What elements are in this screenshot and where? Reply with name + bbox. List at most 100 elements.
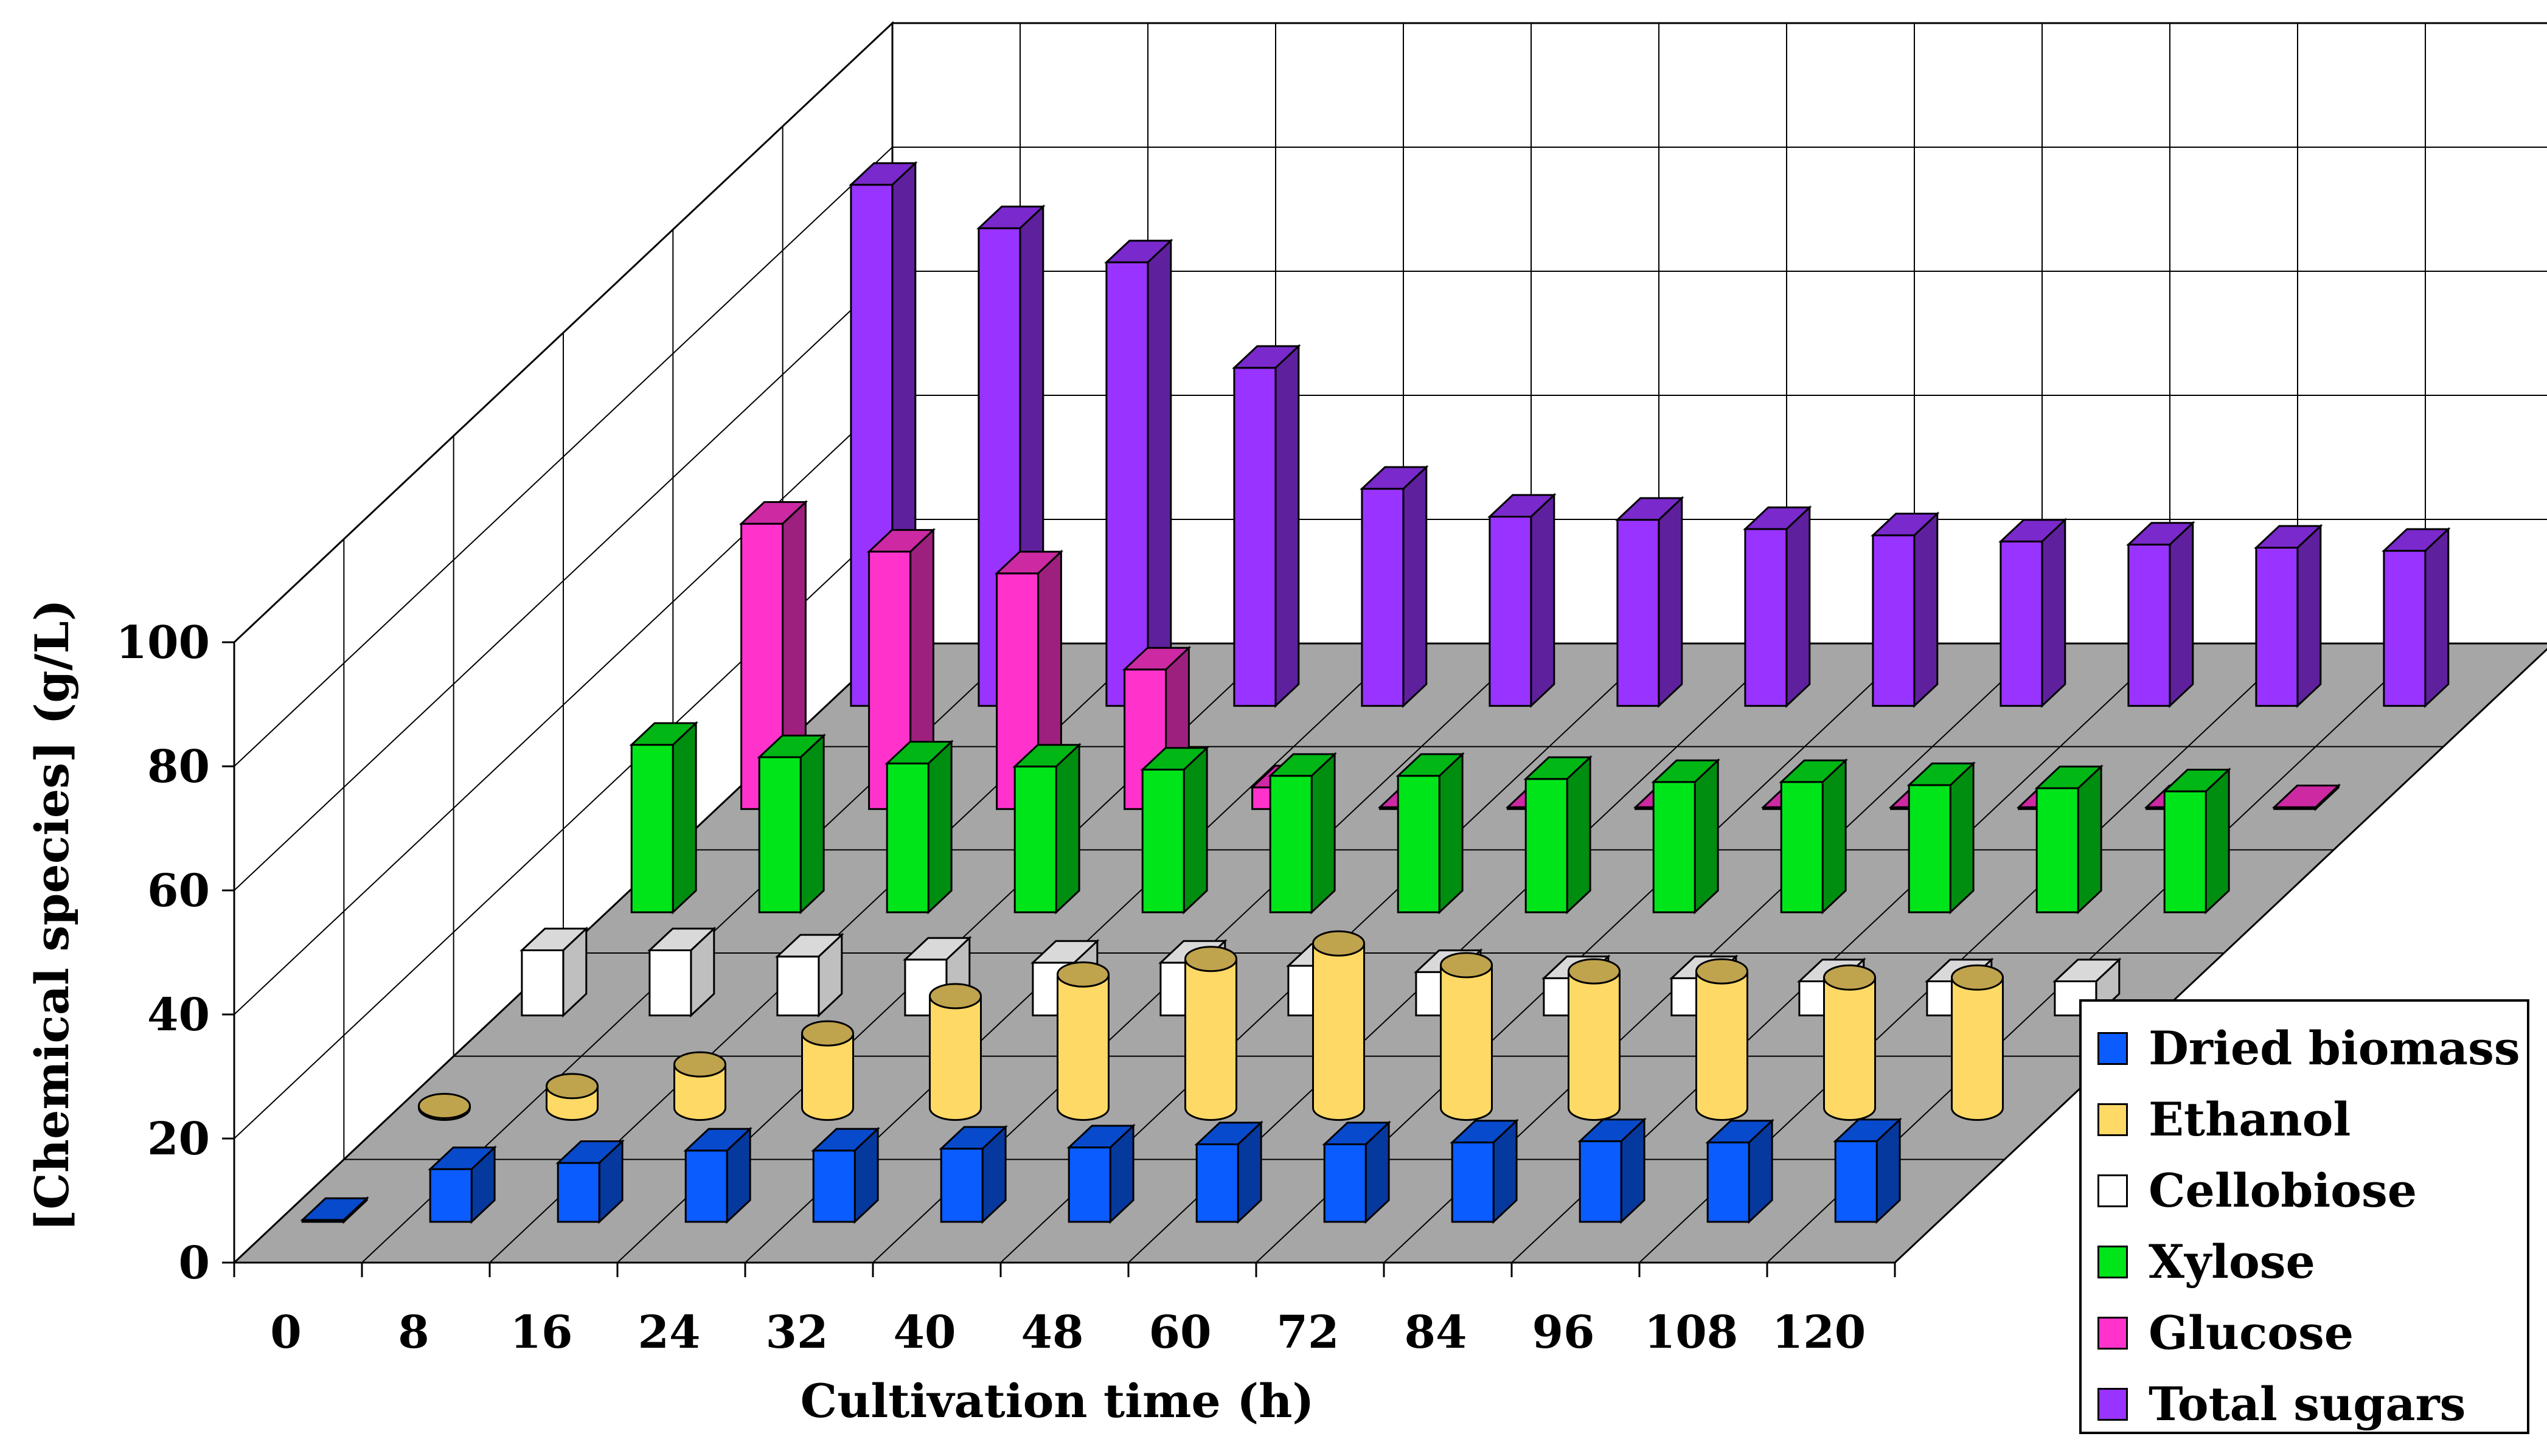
bar-xylose-84 bbox=[1779, 758, 1848, 915]
bar-dried-biomass-0 bbox=[300, 1196, 369, 1224]
bar-top bbox=[1140, 747, 1209, 771]
bar-front bbox=[630, 744, 674, 913]
y-tick-label: 100 bbox=[116, 617, 210, 669]
bar-front bbox=[557, 1162, 600, 1223]
bar-top bbox=[1360, 466, 1429, 490]
bar-cellobiose-8 bbox=[647, 926, 717, 1018]
bar-top bbox=[757, 734, 826, 758]
bar-front bbox=[812, 1149, 856, 1223]
bar-side bbox=[2077, 764, 2102, 915]
bar-ethanol-120 bbox=[1951, 964, 2004, 1121]
bar-ethanol-48 bbox=[1184, 946, 1237, 1121]
bar-top bbox=[849, 162, 918, 186]
bar-front bbox=[1105, 261, 1149, 707]
bar-front bbox=[684, 1149, 728, 1223]
bar-xylose-48 bbox=[1395, 752, 1465, 915]
bar-top bbox=[1779, 759, 1848, 783]
legend-item-dried-biomass: Dried biomass bbox=[2097, 1013, 2527, 1084]
bar-front bbox=[886, 762, 929, 913]
bar-top bbox=[1615, 497, 1684, 521]
bar-top bbox=[428, 1146, 497, 1170]
x-tick-label: 0 bbox=[270, 1306, 302, 1359]
bar-ethanol-40 bbox=[1057, 961, 1110, 1121]
x-tick-label: 108 bbox=[1644, 1306, 1738, 1359]
bar-side bbox=[1147, 238, 1172, 709]
bar-top bbox=[673, 1051, 726, 1078]
bar-top bbox=[2052, 959, 2122, 982]
bar-side bbox=[1568, 970, 1621, 1121]
bar-top bbox=[939, 1126, 1008, 1150]
bar-top bbox=[1194, 1121, 1263, 1145]
x-tick-label: 40 bbox=[894, 1306, 956, 1359]
legend-item-total-sugars: Total sugars bbox=[2097, 1368, 2527, 1440]
bar-dried-biomass-24 bbox=[683, 1126, 752, 1224]
bar-top bbox=[1232, 345, 1301, 369]
bar-front bbox=[1908, 784, 1951, 913]
bar-total-sugars-72 bbox=[1871, 511, 1940, 709]
bar-front bbox=[1269, 775, 1313, 913]
legend-item-glucose: Glucose bbox=[2097, 1297, 2527, 1368]
bar-front bbox=[1233, 367, 1277, 707]
x-axis-label: Cultivation time (h) bbox=[801, 1374, 1315, 1428]
bar-side bbox=[927, 740, 953, 915]
legend-item-cellobiose: Cellobiose bbox=[2097, 1155, 2527, 1226]
bar-side bbox=[1530, 493, 1555, 709]
bar-top bbox=[775, 934, 844, 958]
chart-bars bbox=[300, 161, 2451, 1224]
bar-front bbox=[2383, 550, 2427, 707]
bar-top bbox=[801, 1020, 854, 1047]
bar-total-sugars-16 bbox=[1104, 238, 1173, 709]
x-tick-label: 48 bbox=[1021, 1306, 1084, 1359]
bar-front bbox=[1872, 534, 1916, 707]
bar-top bbox=[1705, 1120, 1774, 1143]
legend-item-ethanol: Ethanol bbox=[2097, 1084, 2527, 1155]
bar-front bbox=[1616, 519, 1660, 707]
bar-ethanol-0 bbox=[418, 1092, 471, 1121]
bar-dried-biomass-108 bbox=[1705, 1118, 1774, 1224]
bar-dried-biomass-32 bbox=[811, 1126, 880, 1224]
bar-top bbox=[1057, 961, 1110, 988]
bar-ethanol-16 bbox=[673, 1051, 726, 1121]
bar-top bbox=[2254, 525, 2323, 549]
bar-side bbox=[1695, 970, 1748, 1121]
x-tick-label: 120 bbox=[1772, 1306, 1866, 1359]
bar-side bbox=[673, 1063, 726, 1121]
bar-dried-biomass-120 bbox=[1833, 1117, 1902, 1224]
x-tick-label: 72 bbox=[1277, 1306, 1340, 1359]
legend-label: Ethanol bbox=[2149, 1092, 2351, 1146]
bar-top bbox=[555, 1140, 625, 1164]
bar-top bbox=[300, 1197, 369, 1221]
bar-front bbox=[2035, 787, 2079, 913]
bar-front bbox=[521, 949, 565, 1017]
bar-top bbox=[738, 501, 808, 525]
bar-side bbox=[1183, 746, 1208, 915]
bar-xylose-16 bbox=[884, 740, 954, 915]
bar-total-sugars-32 bbox=[1360, 465, 1429, 709]
bar-top bbox=[1322, 1121, 1391, 1145]
bar-total-sugars-40 bbox=[1487, 493, 1557, 709]
bar-xylose-32 bbox=[1140, 746, 1209, 915]
bar-front bbox=[2127, 543, 2171, 707]
bar-top bbox=[976, 206, 1046, 229]
x-tick-label: 84 bbox=[1405, 1306, 1467, 1359]
bar-front bbox=[940, 1148, 984, 1223]
bar-dried-biomass-72 bbox=[1322, 1120, 1391, 1224]
side-wall-hgrid bbox=[234, 395, 893, 1015]
bar-top bbox=[2126, 522, 2195, 546]
bar-front bbox=[2163, 790, 2207, 913]
bar-top bbox=[519, 927, 589, 951]
bar-front bbox=[758, 756, 802, 913]
bar-side bbox=[1951, 976, 2004, 1121]
bar-xylose-0 bbox=[629, 721, 698, 915]
bar-top bbox=[1695, 958, 1748, 985]
bar-side bbox=[1785, 505, 1811, 709]
bar-top bbox=[1743, 506, 1812, 530]
legend-swatch bbox=[2097, 1031, 2128, 1065]
bar-top bbox=[647, 927, 717, 951]
bar-front bbox=[776, 955, 820, 1017]
bar-ethanol-8 bbox=[546, 1073, 599, 1121]
bar-side bbox=[1823, 976, 1876, 1121]
bar-top bbox=[1871, 513, 1940, 536]
bar-top bbox=[994, 550, 1064, 575]
bar-top bbox=[1823, 964, 1876, 991]
